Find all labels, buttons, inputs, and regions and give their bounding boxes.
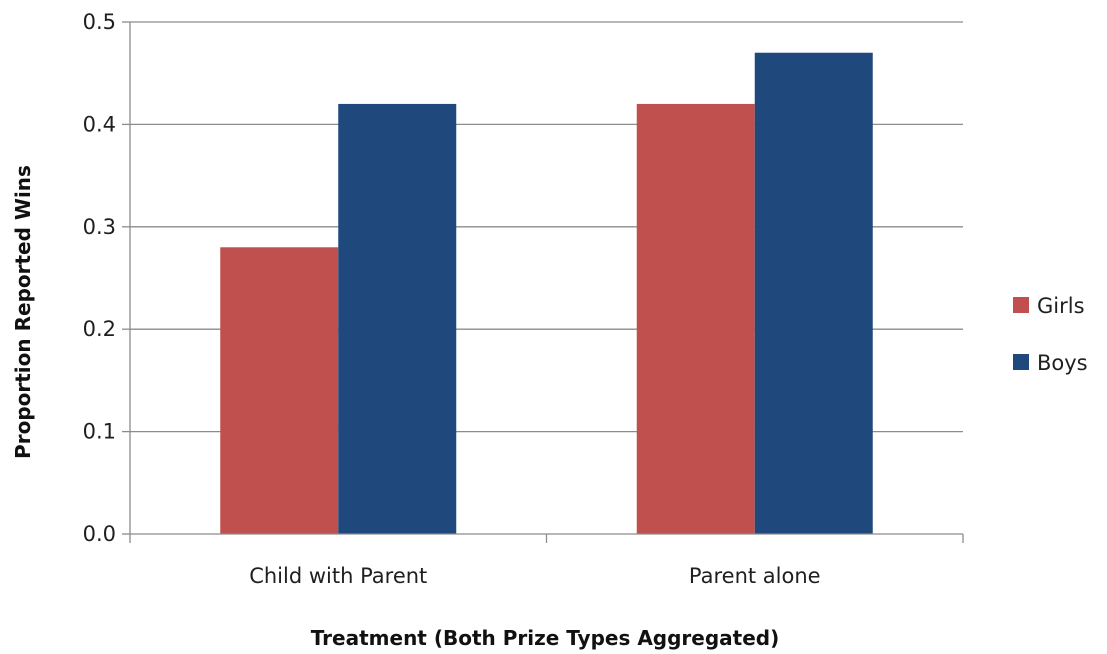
legend-swatch-boys (1013, 354, 1029, 370)
y-tick-label: 0.3 (83, 215, 116, 239)
legend-label-girls: Girls (1037, 294, 1085, 318)
legend: Girls Boys (1013, 294, 1088, 375)
y-tick-label: 0.0 (83, 522, 116, 546)
x-tick-label: Child with Parent (249, 564, 427, 588)
y-tick-label: 0.5 (83, 10, 116, 34)
legend-swatch-girls (1013, 297, 1029, 313)
y-axis-title: Proportion Reported Wins (11, 165, 35, 459)
bar-boys-1 (754, 52, 873, 534)
legend-label-boys: Boys (1037, 351, 1088, 375)
y-tick-labels: 0.0 0.1 0.2 0.3 0.4 0.5 (83, 10, 116, 546)
y-tick-label: 0.2 (83, 317, 116, 341)
bar-girls-0 (220, 247, 339, 534)
x-axis-title: Treatment (Both Prize Types Aggregated) (311, 626, 780, 650)
axes (129, 22, 964, 543)
bar-girls-1 (636, 103, 755, 535)
x-tick-labels: Child with Parent Parent alone (249, 564, 820, 588)
y-tick-label: 0.1 (83, 420, 116, 444)
y-tick-label: 0.4 (83, 112, 116, 136)
x-tick-label: Parent alone (689, 564, 821, 588)
bar-boys-0 (338, 103, 457, 535)
bars (220, 52, 873, 535)
